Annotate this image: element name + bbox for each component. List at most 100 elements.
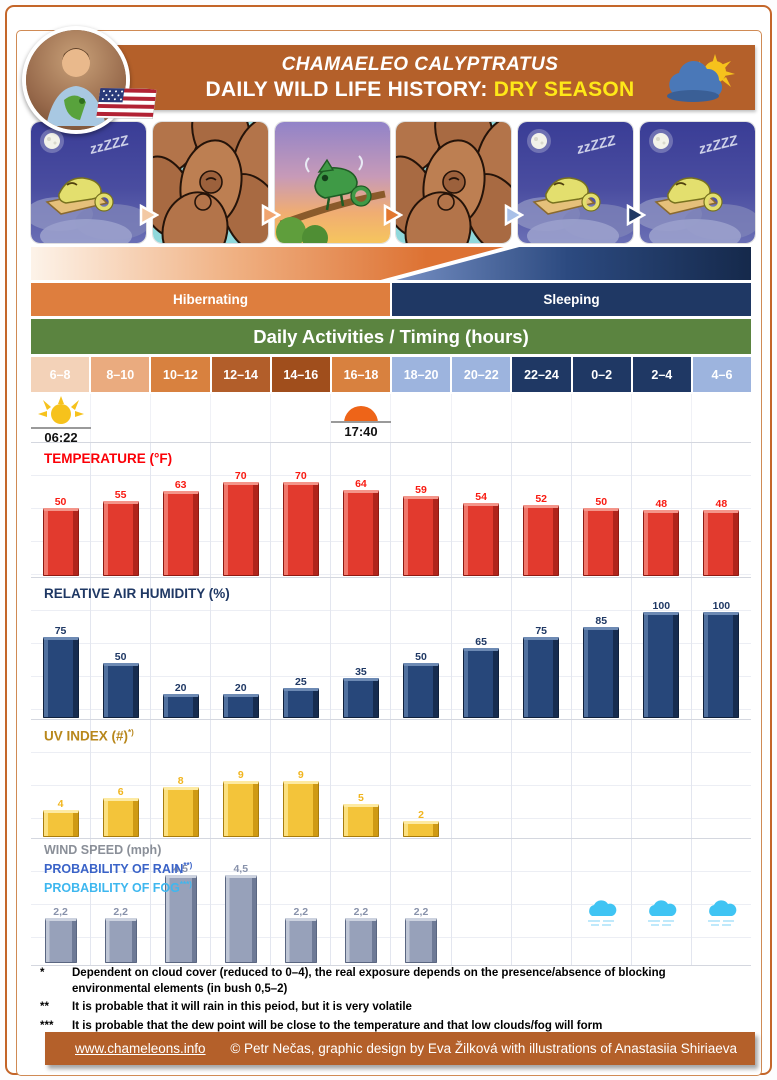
bar-value-label: 25 <box>295 676 307 688</box>
time-slot: 4–6 <box>692 357 752 392</box>
time-slot: 16–18 <box>331 357 391 392</box>
uv-columns: 4 6 8 9 9 5 2 <box>31 720 751 839</box>
chart-column <box>572 720 632 839</box>
bar-value-label: 20 <box>174 682 187 694</box>
bar-value-label: 100 <box>712 600 731 612</box>
bar <box>42 508 79 576</box>
bar-value-label: 52 <box>535 493 547 505</box>
bar-value-label: 75 <box>54 625 67 637</box>
bar <box>164 875 197 963</box>
chart-column: 59 <box>391 443 452 578</box>
horizon-line <box>31 427 91 429</box>
bar <box>42 637 79 718</box>
us-flag-icon <box>95 82 158 131</box>
chart-column: 50 <box>391 578 452 720</box>
bar <box>583 627 620 718</box>
main-title-text: DAILY WILD LIFE HISTORY: <box>205 77 494 101</box>
temperature-columns: 50 55 63 70 70 64 59 54 52 50 48 48 <box>31 443 751 578</box>
bar <box>282 688 319 718</box>
chart-column: 55 <box>91 443 152 578</box>
chart-column: 65 <box>452 578 512 720</box>
wind-columns: 2,2 2,2 4,5 4,5 2,2 2,2 2,2 <box>31 839 751 965</box>
footnote-row: ** It is probable that it will rain in th… <box>31 1000 753 1016</box>
bar <box>162 787 199 837</box>
sunrise-block: 06:22 <box>31 396 91 445</box>
bar-value-label: 6 <box>117 786 124 798</box>
time-slot: 0–2 <box>572 357 631 392</box>
chart-column <box>512 720 572 839</box>
bar-value-label: 2,2 <box>293 906 309 918</box>
footnote-marker: *** <box>40 1019 54 1032</box>
bar <box>703 510 740 576</box>
bar-value-label: 5 <box>358 792 364 804</box>
bar-value-label: 54 <box>475 491 487 503</box>
sun-grid-cell <box>151 394 212 442</box>
footnote-marker: ** <box>40 1001 49 1014</box>
chart-column <box>632 720 692 839</box>
chart-column: 5 <box>331 720 392 839</box>
bar-value-label: 48 <box>715 498 728 510</box>
bar <box>222 694 259 718</box>
chart-column: 70 <box>271 443 332 578</box>
author-photo <box>22 26 130 134</box>
wind-speed-title: WIND SPEED (mph) <box>44 843 192 858</box>
sun-grid-cell <box>91 394 152 442</box>
time-slot: 6–8 <box>31 357 90 392</box>
chart-column <box>572 839 632 965</box>
bar <box>222 781 259 837</box>
bar <box>463 648 500 718</box>
header-bar: CHAMAELEO CALYPTRATUS DAILY WILD LIFE HI… <box>85 45 755 110</box>
bar-value-label: 85 <box>595 615 608 627</box>
chart-column: 2,2 <box>331 839 392 965</box>
chart-column: 8 <box>151 720 212 839</box>
bar <box>344 918 377 963</box>
bar <box>463 503 500 576</box>
chart-column: 63 <box>151 443 212 578</box>
temperature-chart: TEMPERATURE (°F) 50 55 63 70 70 64 59 54 52 50 48 4… <box>31 442 751 578</box>
bar-value-label: 100 <box>652 600 671 612</box>
bar-value-label: 20 <box>234 682 247 694</box>
chart-column: 2,2 <box>391 839 452 965</box>
phase-gradient-bar <box>31 243 751 284</box>
bar <box>405 918 437 963</box>
chart-column: 52 <box>512 443 572 578</box>
bar <box>643 510 680 576</box>
chart-column: 70 <box>211 443 272 578</box>
time-slot: 12–14 <box>211 357 270 392</box>
bar <box>44 918 77 963</box>
footnote-row: *** It is probable that the dew point wil… <box>31 1019 753 1035</box>
bar <box>523 637 560 718</box>
chart-column: 6 <box>91 720 152 839</box>
phase-sleeping: Sleeping <box>392 283 751 316</box>
bar-value-label: 48 <box>655 498 668 510</box>
sun-grid-cell <box>632 394 692 442</box>
bar <box>342 490 379 576</box>
website-link[interactable]: www.chameleons.info <box>75 1041 206 1056</box>
strip-card-hiding-foliage <box>152 122 268 243</box>
chart-column <box>692 839 751 965</box>
chart-column: 50 <box>91 578 152 720</box>
bar-value-label: 50 <box>415 651 427 663</box>
main-title: DAILY WILD LIFE HISTORY: DRY SEASON <box>206 78 635 102</box>
activities-title-bar: Daily Activities / Timing (hours) <box>31 319 751 354</box>
sunset-icon <box>344 406 378 423</box>
footer-bar: www.chameleons.info © Petr Nečas, graphi… <box>45 1032 755 1065</box>
bar-value-label: 65 <box>475 636 487 648</box>
chart-column: 2,2 <box>271 839 332 965</box>
time-slot: 22–24 <box>512 357 571 392</box>
chart-title-text: TEMPERATURE (°F) <box>44 451 173 466</box>
sun-row <box>31 394 751 442</box>
bar-value-label: 4,5 <box>233 863 249 875</box>
fog-cloud-icon <box>704 898 738 933</box>
sun-behind-cloud-icon <box>663 52 743 113</box>
strip-card-hiding-foliage <box>396 122 512 243</box>
strip-card-basking-branch <box>274 122 390 243</box>
bar <box>703 612 740 718</box>
rain-probability-title: PROBABILITY OF RAIN**) <box>44 858 192 877</box>
bar <box>102 798 139 837</box>
uv-footnote-marker: *) <box>128 728 134 737</box>
humidity-chart-title: RELATIVE AIR HUMIDITY (%) <box>44 586 230 601</box>
bar-value-label: 2,2 <box>53 906 68 918</box>
chart-title-text: PROBABILITY OF FOG <box>44 881 180 896</box>
